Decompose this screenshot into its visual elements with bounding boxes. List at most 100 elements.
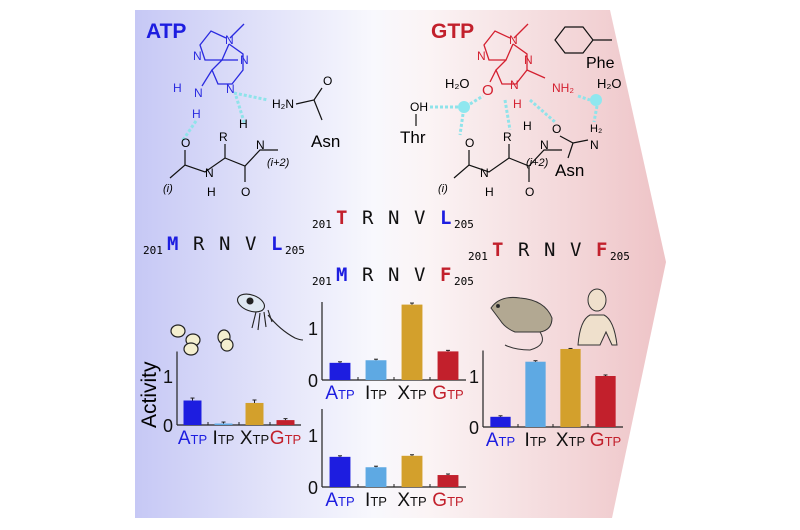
y-tick-label: 0 xyxy=(308,478,318,498)
residue: V xyxy=(570,239,581,261)
adenine-structure: N N N N H N H H₂N O Asn O R H N (i+2) N … xyxy=(163,23,340,199)
bar-gtp xyxy=(595,376,616,427)
protozoan-icon xyxy=(237,293,304,341)
x-tick-label: GTP xyxy=(270,428,301,449)
bar-atp xyxy=(183,400,202,425)
bar-itp xyxy=(214,423,233,425)
bar-atp xyxy=(329,456,351,487)
atp-title: ATP xyxy=(146,20,186,43)
atom-label: H₂N xyxy=(272,97,294,111)
residue: V xyxy=(414,207,425,229)
residue: T xyxy=(492,239,503,261)
bar-chart-1: 0 1 ATP ITP XTP GTP xyxy=(163,351,301,449)
human-icon xyxy=(577,288,618,346)
residue: N xyxy=(219,233,230,255)
bar-chart-2: 0 1 ATP ITP XTP GTP xyxy=(308,302,466,404)
atom-label: OH xyxy=(410,100,428,114)
residue: V xyxy=(414,264,425,286)
x-tick-label: ATP xyxy=(325,490,354,511)
atom-label: N xyxy=(540,138,549,152)
sequence-2: 201 M R N V L 205 xyxy=(143,233,305,257)
atom-label: H xyxy=(523,119,532,133)
bar-xtp xyxy=(245,402,264,425)
residue: R xyxy=(362,207,374,229)
atom-label: N xyxy=(205,166,214,180)
bar-itp xyxy=(365,467,387,487)
bar-itp xyxy=(525,361,546,427)
y-tick-label: 1 xyxy=(469,367,479,387)
x-tick-label: ITP xyxy=(213,428,235,449)
atom-label: N xyxy=(477,49,486,63)
residue: R xyxy=(362,264,374,286)
residue: N xyxy=(388,207,399,229)
x-tick-label: ATP xyxy=(486,430,515,451)
bar-gtp xyxy=(437,351,459,380)
bar-atp xyxy=(329,362,351,380)
bar-gtp xyxy=(437,475,459,487)
atom-label: N xyxy=(240,53,249,67)
bar-xtp xyxy=(401,304,423,380)
sequence-start-number: 201 xyxy=(312,275,332,288)
atom-label: H xyxy=(239,117,248,131)
residue: L xyxy=(440,207,451,229)
x-tick-label: GTP xyxy=(590,430,621,451)
asn-label-gtp: Asn xyxy=(555,161,584,180)
bar-xtp xyxy=(401,455,423,487)
atom-label: N xyxy=(194,86,203,100)
y-tick-label: 0 xyxy=(308,371,318,391)
y-tick-label: 1 xyxy=(163,367,173,387)
sequence-start-number: 201 xyxy=(312,218,332,231)
atom-label: N xyxy=(256,138,265,152)
atom-label: N xyxy=(590,138,599,152)
y-tick-label: 1 xyxy=(308,319,318,339)
atom-label: H xyxy=(485,185,494,199)
atom-label: O xyxy=(552,122,561,136)
atom-label: N xyxy=(524,53,533,67)
atom-label: O xyxy=(241,185,250,199)
atom-label: N xyxy=(193,49,202,63)
residue: M xyxy=(336,264,347,286)
y-axis-label: Activity xyxy=(138,361,161,428)
phe-label: Phe xyxy=(586,55,615,72)
residue-index: (i+2) xyxy=(267,157,290,169)
atom-label: R xyxy=(219,130,228,144)
residue: F xyxy=(440,264,451,286)
x-tick-label: ATP xyxy=(178,428,207,449)
residue: V xyxy=(245,233,256,255)
x-tick-label: XTP xyxy=(397,490,426,511)
residue-index: (i) xyxy=(438,183,448,195)
atom-label: R xyxy=(503,130,512,144)
atom-label: O xyxy=(323,74,332,88)
asn-label: Asn xyxy=(311,132,340,151)
bar-atp xyxy=(490,416,511,427)
residue-index: (i) xyxy=(163,183,173,195)
atom-label: N xyxy=(480,166,489,180)
residue: T xyxy=(336,207,347,229)
sequence-end-number: 205 xyxy=(610,250,630,263)
atom-label: N xyxy=(510,78,519,92)
residue: R xyxy=(193,233,205,255)
residue: N xyxy=(388,264,399,286)
sequence-end-number: 205 xyxy=(285,244,305,257)
guanine-structure: N N N N O H NH₂ Phe H₂O H₂O OH Thr H₂ N … xyxy=(400,23,622,199)
water-molecule-1 xyxy=(458,101,470,113)
atom-label: H xyxy=(207,185,216,199)
atom-label: O xyxy=(181,136,190,150)
bar-xtp xyxy=(560,348,581,427)
residue: N xyxy=(544,239,555,261)
atom-label: O xyxy=(525,185,534,199)
water-label: H₂O xyxy=(445,76,470,91)
bar-chart-4: 0 1 ATP ITP XTP GTP xyxy=(469,347,623,451)
atom-label: H₂ xyxy=(590,123,602,135)
x-tick-label: ITP xyxy=(365,383,387,404)
y-tick-label: 0 xyxy=(469,418,479,438)
x-tick-label: ATP xyxy=(325,383,354,404)
atom-label: N xyxy=(509,33,518,47)
residue-index: (i+2) xyxy=(526,157,549,169)
residue: M xyxy=(167,233,178,255)
atom-label: H xyxy=(513,97,522,111)
residue: L xyxy=(271,233,282,255)
sequence-1: 201 T R N V L 205 xyxy=(312,207,474,231)
